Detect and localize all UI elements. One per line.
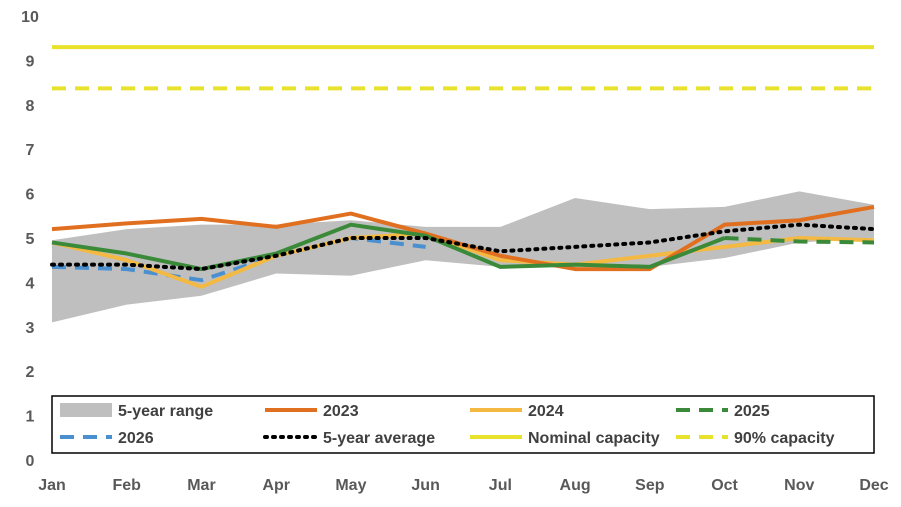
x-tick-label: Oct bbox=[711, 477, 738, 494]
legend-label: 2025 bbox=[734, 403, 770, 420]
x-tick-label: Jul bbox=[489, 477, 512, 494]
y-tick-label: 4 bbox=[26, 275, 35, 292]
legend-item-2023: 2023 bbox=[265, 403, 359, 420]
y-tick-label: 10 bbox=[21, 9, 39, 26]
legend: 5-year range 2023 2024 2025 2026 5-year avera… bbox=[51, 395, 875, 454]
x-tick-label: Aug bbox=[560, 477, 591, 494]
range-layer bbox=[52, 191, 874, 323]
legend-label: 90% capacity bbox=[734, 430, 835, 447]
series-line-2025 bbox=[51, 222, 726, 272]
legend-item-90-capacity: 90% capacity bbox=[676, 430, 835, 447]
legend-item-2026: 2026 bbox=[60, 430, 154, 447]
legend-label: 2023 bbox=[323, 403, 359, 420]
x-tick-label: Feb bbox=[113, 477, 142, 494]
legend-label: Nominal capacity bbox=[528, 430, 660, 447]
y-tick-label: 8 bbox=[26, 98, 35, 115]
x-tick-label: Dec bbox=[859, 477, 888, 494]
range-band bbox=[52, 191, 874, 323]
legend-item-2024: 2024 bbox=[470, 403, 564, 420]
x-tick-label: Nov bbox=[784, 477, 814, 494]
legend-item-2025: 2025 bbox=[676, 403, 770, 420]
legend-item-5-year-range: 5-year range bbox=[60, 403, 213, 420]
y-tick-label: 2 bbox=[26, 364, 35, 381]
y-tick-label: 7 bbox=[26, 142, 35, 159]
y-tick-label: 6 bbox=[26, 187, 35, 204]
y-tick-label: 5 bbox=[26, 231, 35, 248]
x-tick-label: Mar bbox=[187, 477, 215, 494]
y-tick-label: 1 bbox=[26, 409, 35, 426]
series-line-2026 bbox=[51, 236, 426, 283]
x-tick-label: Sep bbox=[635, 477, 665, 494]
legend-label: 5-year range bbox=[118, 403, 213, 420]
series-line-2025-projection bbox=[724, 236, 875, 245]
y-tick-label: 9 bbox=[26, 53, 35, 70]
legend-item-5-year-average: 5-year average bbox=[263, 430, 435, 447]
legend-label: 5-year average bbox=[323, 430, 435, 447]
legend-item-nominal-capacity: Nominal capacity bbox=[470, 430, 660, 447]
y-axis: 0 1 2 3 4 5 6 7 8 9 10 bbox=[21, 9, 39, 470]
x-tick-label: Jun bbox=[411, 477, 439, 494]
legend-box bbox=[51, 395, 875, 454]
x-axis: Jan Feb Mar Apr May Jun Jul Aug Sep Oct Nov Dec bbox=[38, 477, 889, 494]
legend-label: 2026 bbox=[118, 430, 154, 447]
legend-swatch bbox=[60, 403, 112, 417]
legend-label: 2024 bbox=[528, 403, 564, 420]
x-tick-label: Jan bbox=[38, 477, 66, 494]
series-line-2024 bbox=[51, 231, 875, 289]
series-layer bbox=[50, 45, 876, 289]
y-tick-label: 3 bbox=[26, 320, 35, 337]
x-tick-label: May bbox=[335, 477, 366, 494]
series-line-5-year-average bbox=[50, 222, 876, 272]
x-tick-label: Apr bbox=[262, 477, 290, 494]
y-tick-label: 0 bbox=[26, 453, 35, 470]
